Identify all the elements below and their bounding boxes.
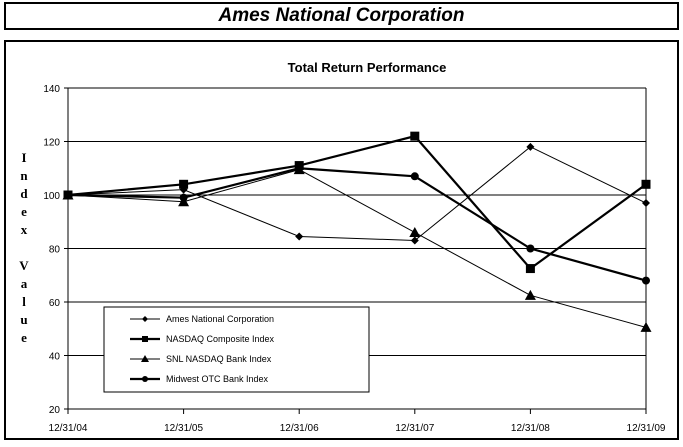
y-axis-label-char: e — [21, 330, 27, 345]
legend-entry-1: NASDAQ Composite Index — [130, 334, 275, 344]
page-title: Ames National Corporation — [218, 5, 465, 26]
y-axis-label-char: d — [20, 186, 28, 201]
x-tick-label-3: 12/31/07 — [395, 423, 434, 434]
legend-entry-3: Midwest OTC Bank Index — [130, 374, 269, 384]
data-point — [409, 226, 421, 237]
data-point — [295, 164, 304, 173]
data-point — [64, 191, 72, 199]
data-point — [526, 142, 535, 151]
data-point — [524, 289, 536, 300]
legend-entry-2: SNL NASDAQ Bank Index — [130, 354, 272, 364]
series-line — [67, 146, 647, 241]
y-axis-label-char: e — [21, 204, 27, 219]
series-1 — [63, 131, 651, 274]
legend-marker — [141, 355, 149, 362]
data-point — [641, 179, 651, 189]
legend-label: SNL NASDAQ Bank Index — [166, 354, 272, 364]
y-axis-label-char: I — [21, 150, 26, 165]
y-tick-label-60: 60 — [49, 298, 61, 309]
data-point — [179, 179, 189, 189]
chart-title: Total Return Performance — [288, 60, 447, 75]
x-tick-label-0: 12/31/04 — [49, 423, 88, 434]
data-point — [526, 244, 535, 253]
y-tick-label-40: 40 — [49, 352, 61, 363]
y-axis-label-char: V — [19, 258, 29, 273]
series-line — [67, 169, 647, 328]
series-3 — [64, 164, 650, 285]
y-tick-label-140: 140 — [43, 84, 60, 95]
data-point — [410, 236, 419, 245]
legend-box — [103, 306, 370, 393]
x-tick-label-4: 12/31/08 — [511, 423, 550, 434]
legend-label: Ames National Corporation — [166, 314, 274, 324]
y-tick-label-100: 100 — [43, 191, 60, 202]
series-lines — [62, 131, 652, 332]
y-axis-label-char: n — [20, 168, 28, 183]
y-tick-label-20: 20 — [49, 405, 61, 416]
legend: Ames National Corporation NASDAQ Composit… — [103, 306, 370, 393]
x-tick-label-1: 12/31/05 — [164, 423, 203, 434]
x-tick-label-5: 12/31/09 — [627, 423, 666, 434]
data-point — [642, 199, 650, 208]
legend-entry-0: Ames National Corporation — [130, 314, 274, 324]
data-point — [410, 172, 419, 181]
y-axis-label-char: l — [22, 294, 26, 309]
series-line — [67, 167, 647, 282]
data-point — [525, 264, 535, 274]
y-axis-label-char: x — [21, 222, 28, 237]
y-tick-label-120: 120 — [43, 138, 60, 149]
y-axis-label-char: u — [20, 312, 27, 327]
data-point — [410, 131, 420, 141]
legend-marker — [142, 316, 148, 322]
legend-marker — [142, 336, 148, 342]
series-0 — [64, 142, 650, 245]
legend-label: NASDAQ Composite Index — [166, 334, 275, 344]
x-axis-ticks: 12/31/04 12/31/05 12/31/06 12/31/07 12/31/08… — [49, 409, 666, 434]
y-tick-label-80: 80 — [49, 245, 61, 256]
page-title-banner: Ames National Corporation — [4, 2, 679, 30]
data-point — [179, 193, 188, 202]
data-point — [295, 232, 304, 241]
legend-marker — [142, 376, 148, 382]
data-point — [640, 321, 652, 332]
data-point — [642, 276, 650, 285]
y-axis-ticks: 20 40 60 80 100 120 140 — [43, 84, 68, 416]
y-axis-label-char: a — [21, 276, 28, 291]
legend-label: Midwest OTC Bank Index — [166, 374, 269, 384]
x-tick-label-2: 12/31/06 — [280, 423, 319, 434]
